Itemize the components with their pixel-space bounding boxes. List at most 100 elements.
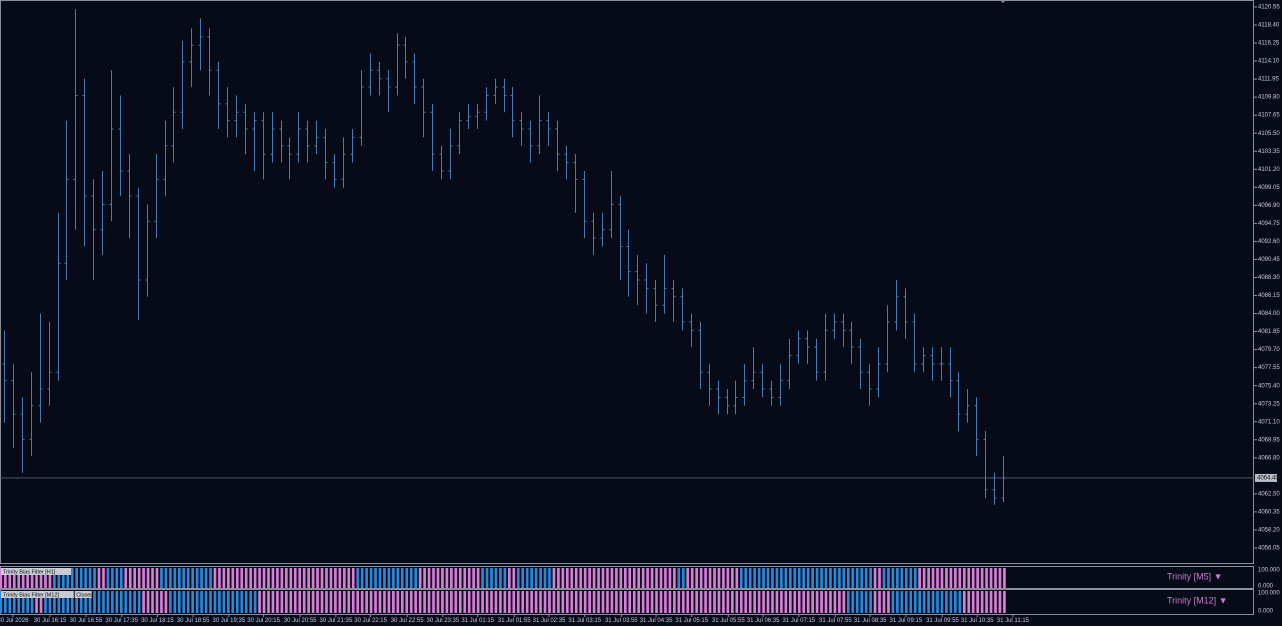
- bias-stripe: [418, 591, 422, 613]
- bias-stripe: [79, 568, 83, 588]
- bias-stripe: [17, 568, 21, 588]
- y-tick-label: 4075.40: [1258, 383, 1280, 389]
- bias-stripe: [476, 568, 480, 588]
- y-tick-label: 4058.20: [1258, 528, 1280, 534]
- bias-stripe: [534, 591, 538, 613]
- bias-stripe: [606, 568, 609, 588]
- bias-stripe: [182, 591, 186, 613]
- bias-stripe: [945, 568, 948, 588]
- bias-stripe: [918, 591, 922, 613]
- bias-stripe: [30, 568, 34, 588]
- bias-stripe: [561, 568, 565, 588]
- bias-stripe: [423, 591, 426, 613]
- x-tick-label: 30 Jul 21:35: [319, 618, 352, 624]
- bias-stripe: [757, 591, 761, 613]
- bias-stripe: [75, 568, 79, 588]
- bias-stripe: [552, 568, 556, 588]
- bias-stripe: [454, 591, 458, 613]
- bias-stripe: [253, 568, 257, 588]
- bias-stripe: [601, 591, 605, 613]
- bias-stripe: [811, 591, 814, 613]
- bias-stripe: [887, 591, 890, 613]
- bias-stripe: [664, 591, 667, 613]
- y-tick-label: 4094.75: [1258, 221, 1280, 227]
- bias-stripe: [356, 591, 360, 613]
- bias-stripe: [240, 568, 244, 588]
- bias-stripe: [592, 568, 596, 588]
- x-tick-label: 31 Jul 02:35: [533, 618, 566, 624]
- bias-stripe: [39, 568, 43, 588]
- bias-stripe: [771, 568, 774, 588]
- bias-stripe: [909, 591, 913, 613]
- bias-stripe: [623, 591, 627, 613]
- bias-stripe: [887, 568, 890, 588]
- y-tick-label: 4109.80: [1258, 95, 1280, 101]
- bias-stripe: [846, 591, 850, 613]
- y-tick-label: 4073.25: [1258, 401, 1280, 407]
- bias-stripe: [213, 568, 217, 588]
- bias-stripe: [400, 568, 404, 588]
- bias-stripe: [980, 568, 984, 588]
- bias-stripe: [860, 591, 864, 613]
- bias-stripe: [731, 568, 734, 588]
- bias-stripe: [637, 591, 641, 613]
- bias-stripe: [320, 591, 324, 613]
- bias-stripe: [650, 568, 654, 588]
- y-tick-label: 4114.10: [1258, 59, 1280, 65]
- bias-stripe: [512, 591, 516, 613]
- bias-stripe: [365, 591, 368, 613]
- bias-stripe: [293, 568, 297, 588]
- bias-stripe: [177, 568, 181, 588]
- bias-stripe: [704, 591, 707, 613]
- bias-stripe: [119, 568, 123, 588]
- bias-stripe: [521, 568, 525, 588]
- bias-stripe: [824, 591, 828, 613]
- bias-stripe: [922, 568, 926, 588]
- bias-stripe: [160, 591, 163, 613]
- bias-stripe: [191, 591, 195, 613]
- bias-stripe: [360, 591, 364, 613]
- bias-stripe: [793, 591, 797, 613]
- bias-stripe: [913, 591, 917, 613]
- bias-stripe: [771, 591, 774, 613]
- bias-stripe: [922, 591, 926, 613]
- bias-stripe: [44, 591, 47, 613]
- bias-stripe: [195, 591, 199, 613]
- bias-stripe: [530, 568, 533, 588]
- bias-stripe: [164, 591, 168, 613]
- bias-stripe: [329, 591, 333, 613]
- bias-stripe: [146, 568, 150, 588]
- bias-stripe: [137, 591, 141, 613]
- bias-stripe: [815, 591, 819, 613]
- bias-stripe: [673, 568, 676, 588]
- y-tick-label: 4092.60: [1258, 239, 1280, 245]
- bias-stripe: [61, 591, 65, 613]
- bias-stripe: [543, 568, 547, 588]
- bias-stripe: [583, 568, 587, 588]
- bias-stripe: [351, 568, 355, 588]
- bias-stripe: [21, 591, 25, 613]
- bias-stripe: [788, 591, 792, 613]
- bias-stripe: [476, 591, 480, 613]
- bias-stripe: [450, 591, 453, 613]
- y-tick-label: 4086.15: [1258, 293, 1280, 299]
- bias-stripe: [124, 568, 128, 588]
- bias-stripe: [387, 568, 391, 588]
- bias-stripe: [954, 591, 957, 613]
- bias-stripe: [940, 591, 944, 613]
- bias-stripe: [472, 568, 475, 588]
- bias-stripe: [896, 591, 899, 613]
- bias-stripe: [641, 591, 645, 613]
- bias-stripe: [597, 591, 600, 613]
- bias-stripe: [579, 591, 583, 613]
- bias-stripe: [994, 568, 997, 588]
- bias-stripe: [128, 568, 132, 588]
- x-tick-label: 31 Jul 07:15: [782, 618, 815, 624]
- bias-stripe: [503, 591, 507, 613]
- bias-stripe: [512, 568, 516, 588]
- bias-stripe: [958, 591, 962, 613]
- bias-stripe: [739, 568, 743, 588]
- bias-stripe: [423, 568, 426, 588]
- bias-stripe: [342, 591, 346, 613]
